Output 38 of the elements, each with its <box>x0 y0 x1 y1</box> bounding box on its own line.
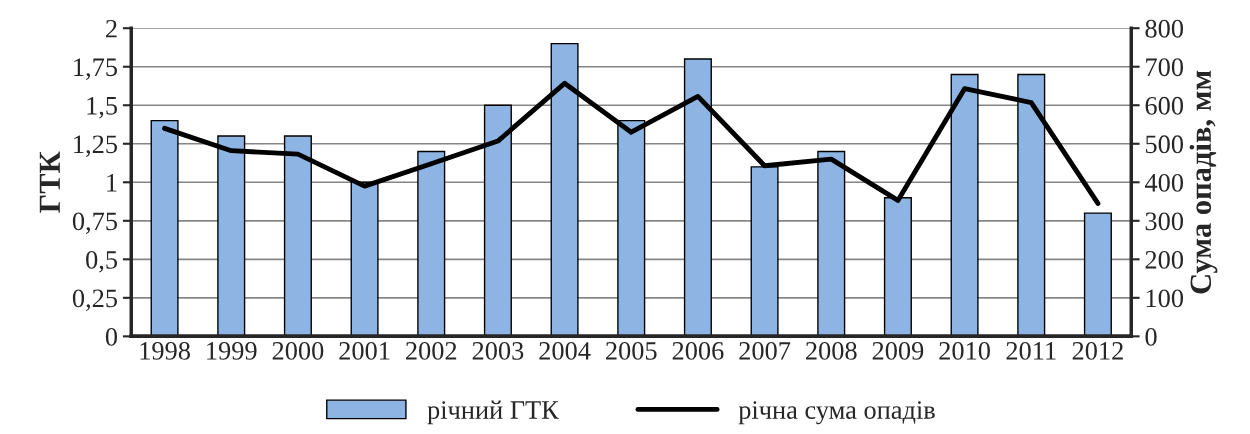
y-tick-label: 2 <box>106 19 117 38</box>
x-tick-label: 2001 <box>339 341 390 360</box>
y2-tick-label: 200 <box>1145 250 1184 269</box>
y-tick-label: 0,5 <box>86 250 118 273</box>
x-tick-label: 2008 <box>806 341 857 360</box>
legend-label: річний ГТК <box>427 400 559 425</box>
y2-tick-label: 800 <box>1145 19 1184 38</box>
x-tick-label: 2007 <box>739 341 791 360</box>
bar <box>1083 212 1112 337</box>
y-tick-label: 0,25 <box>72 289 118 312</box>
y2-tick-label: 600 <box>1145 96 1184 115</box>
x-tick-label: 1998 <box>140 341 190 360</box>
y2-tick-label: 0 <box>1145 327 1157 346</box>
y2-tick-label: 100 <box>1146 289 1184 308</box>
x-tick-label: 2010 <box>939 341 990 360</box>
x-tick-label: 2012 <box>1072 341 1123 360</box>
x-tick-label: 2006 <box>672 341 724 360</box>
y-tick-label: 1,75 <box>74 58 118 80</box>
y2-tick-label: 400 <box>1144 173 1184 192</box>
y2-tick-label: 700 <box>1146 58 1184 77</box>
x-tick-label: 2011 <box>1006 341 1056 360</box>
y-tick-label: 1 <box>107 174 117 192</box>
y-tick-label: 0,75 <box>72 212 118 235</box>
x-tick-label: 2004 <box>539 341 591 360</box>
x-tick-label: 2000 <box>272 341 324 360</box>
y-tick-label: 1,25 <box>74 135 118 157</box>
y2-tick-label: 300 <box>1145 212 1184 231</box>
y2-axis-title: Сума опадів, мм <box>1189 70 1218 294</box>
y-axis-title: ГТК <box>39 151 60 213</box>
x-tick-label: 1999 <box>207 342 257 360</box>
x-tick-label: 2003 <box>472 341 524 360</box>
x-tick-label: 2002 <box>406 341 457 360</box>
y-tick-label: 1,5 <box>87 96 118 119</box>
x-tick-label: 2005 <box>606 341 657 360</box>
y2-tick-label: 500 <box>1145 135 1184 154</box>
y-tick-label: 0 <box>105 327 118 346</box>
x-tick-label: 2009 <box>872 341 924 360</box>
legend-label: річна сума опадів <box>738 401 935 425</box>
